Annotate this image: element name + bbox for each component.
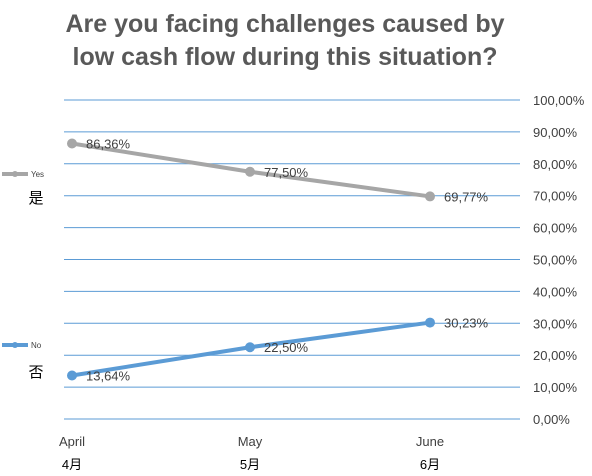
legend: Yes 是 No 否 <box>2 170 44 381</box>
y-tick-label: 10,00% <box>533 380 578 395</box>
y-tick-label: 70,00% <box>533 189 578 204</box>
data-label: 13,64% <box>86 368 131 383</box>
x-category-sublabel: 5月 <box>240 457 260 472</box>
data-label: 69,77% <box>444 189 489 204</box>
data-point <box>245 342 255 353</box>
x-axis-category-labels: April 4月 May 5月 June 6月 <box>59 434 444 472</box>
data-point <box>245 166 255 177</box>
y-tick-label: 100,00% <box>533 93 585 108</box>
x-category-label: June <box>416 434 444 449</box>
data-label: 22,50% <box>264 340 309 355</box>
data-point <box>425 191 435 202</box>
y-tick-label: 80,00% <box>533 157 578 172</box>
x-category-sublabel: 4月 <box>62 457 82 472</box>
gridlines <box>64 99 520 420</box>
y-tick-label: 40,00% <box>533 284 578 299</box>
y-axis-tick-labels: 0,00% 10,00% 20,00% 30,00% 40,00% 50,00% 60,00… <box>533 93 585 427</box>
x-category-label: May <box>238 434 263 449</box>
legend-sublabel: 是 <box>28 190 43 207</box>
chart-title: Are you facing challenges caused by low … <box>65 10 504 71</box>
data-point <box>425 317 435 328</box>
y-tick-label: 30,00% <box>533 316 578 331</box>
x-category-sublabel: 6月 <box>420 457 440 472</box>
series-group: 86,36% 77,50% 69,77% 13,64% 22,50% 30,23% <box>67 137 489 383</box>
y-tick-label: 90,00% <box>533 125 578 140</box>
chart-title-line-1: Are you facing challenges caused by <box>65 10 504 38</box>
y-tick-label: 20,00% <box>533 348 578 363</box>
data-label: 30,23% <box>444 316 489 331</box>
data-point <box>67 370 77 381</box>
y-tick-label: 60,00% <box>533 221 578 236</box>
x-category-label: April <box>59 434 85 449</box>
legend-label: Yes <box>31 170 44 179</box>
legend-sublabel: 否 <box>28 364 43 381</box>
y-tick-label: 50,00% <box>533 253 578 268</box>
legend-swatch-marker <box>12 171 18 177</box>
y-tick-label: 0,00% <box>533 412 570 427</box>
legend-label: No <box>31 341 42 350</box>
data-label: 77,50% <box>264 165 309 180</box>
data-point <box>67 138 77 149</box>
chart-title-line-2: low cash flow during this situation? <box>73 43 498 71</box>
data-label: 86,36% <box>86 137 131 152</box>
legend-swatch-marker <box>12 342 18 348</box>
